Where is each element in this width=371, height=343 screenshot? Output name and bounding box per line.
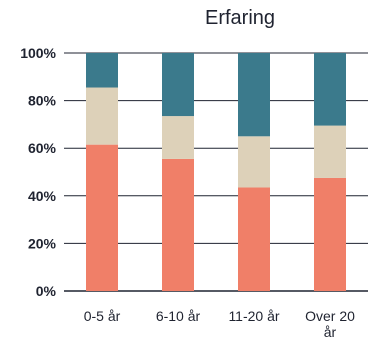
bar-segment <box>238 187 270 291</box>
chart-title: Erfaring <box>204 7 276 29</box>
y-tick-label: 60% <box>28 140 57 156</box>
bar-segment <box>86 53 118 88</box>
x-tick-label: 6-10 år <box>156 308 201 324</box>
bar-segment <box>86 144 118 291</box>
bar-segment <box>238 53 270 137</box>
x-tick-label: 11-20 år <box>228 308 279 324</box>
y-tick-label: 80% <box>28 93 57 109</box>
x-tick-label: 0-5 år <box>84 308 121 324</box>
y-tick-label: 100% <box>20 45 56 61</box>
bar-segment <box>314 53 346 126</box>
y-tick-label: 40% <box>28 188 57 204</box>
bar-segment <box>162 158 194 291</box>
bar-segment <box>314 125 346 178</box>
y-tick-label: 0% <box>36 283 57 299</box>
bar-segment <box>162 53 194 117</box>
x-tick-label: Over 20 år <box>305 308 355 340</box>
bar-segment <box>162 116 194 159</box>
bar-segment <box>238 136 270 188</box>
bar-segment <box>314 177 346 291</box>
y-tick-label: 20% <box>28 235 57 251</box>
bar-segment <box>86 87 118 145</box>
